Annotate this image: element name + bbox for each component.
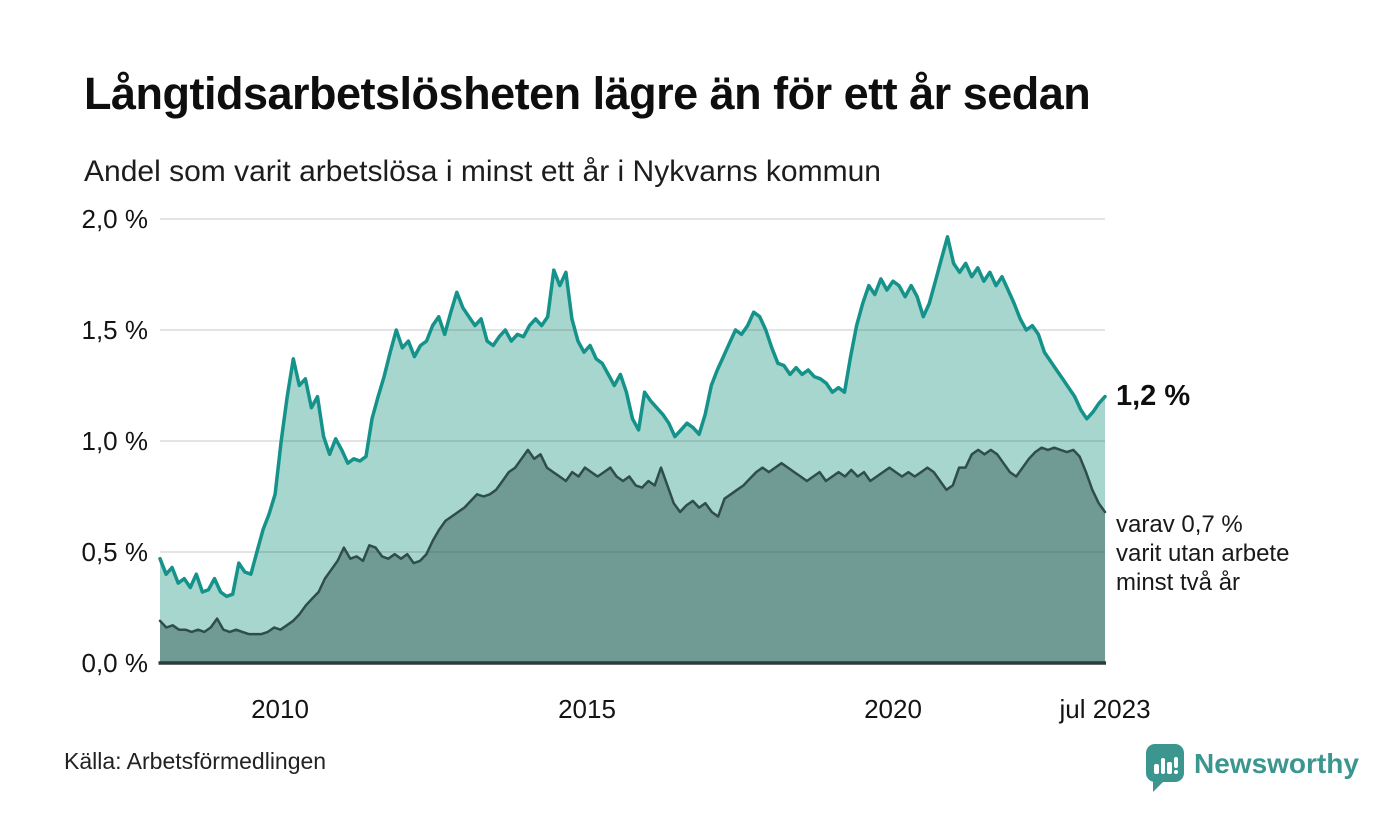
x-tick-label-2010: 2010 bbox=[251, 694, 309, 724]
latest-value-annotation: 1,2 % bbox=[1116, 380, 1191, 412]
secondary-annotation-line-2: varit utan arbete bbox=[1116, 540, 1290, 567]
logo-bar-1 bbox=[1154, 764, 1159, 774]
secondary-value-annotation: varav 0,7 % varit utan arbete minst två … bbox=[1116, 510, 1289, 597]
series-area-1 bbox=[160, 447, 1105, 663]
y-tick-label-15: 1,5 % bbox=[81, 315, 149, 345]
logo-exclamation-bar bbox=[1173, 757, 1178, 768]
series-line-1 bbox=[158, 446, 1107, 636]
y-tick-label-0: 0,0 % bbox=[81, 648, 149, 678]
series-lines bbox=[158, 235, 1107, 636]
logo-bar-2 bbox=[1160, 758, 1165, 774]
logo-exclamation-dot bbox=[1173, 770, 1178, 774]
secondary-annotation-line-1: varav 0,7 % bbox=[1116, 511, 1243, 538]
logo-bar-3 bbox=[1167, 762, 1172, 774]
y-tick-label-10: 1,0 % bbox=[81, 426, 149, 456]
source-credit: Källa: Arbetsförmedlingen bbox=[64, 748, 327, 774]
y-tick-label-05: 0,5 % bbox=[81, 537, 149, 567]
x-tick-label-jul-2023: jul 2023 bbox=[1059, 694, 1151, 724]
speech-bubble-tail bbox=[1153, 781, 1164, 792]
newsworthy-bar-chart-icon bbox=[1146, 744, 1184, 792]
chart-subtitle: Andel som varit arbetslösa i minst ett å… bbox=[84, 155, 881, 188]
grid-lines bbox=[160, 218, 1105, 553]
brand-name: Newsworthy bbox=[1194, 748, 1359, 779]
secondary-annotation-line-3: minst två år bbox=[1116, 569, 1241, 596]
newsworthy-logo: Newsworthy bbox=[1146, 744, 1376, 794]
series-areas bbox=[160, 236, 1105, 664]
chart-title: Långtidsarbetslösheten lägre än för ett … bbox=[84, 68, 1091, 119]
x-tick-label-2015: 2015 bbox=[558, 694, 616, 724]
x-tick-label-2020: 2020 bbox=[864, 694, 922, 724]
series-line-0 bbox=[158, 235, 1107, 599]
y-tick-label-20: 2,0 % bbox=[81, 204, 149, 234]
